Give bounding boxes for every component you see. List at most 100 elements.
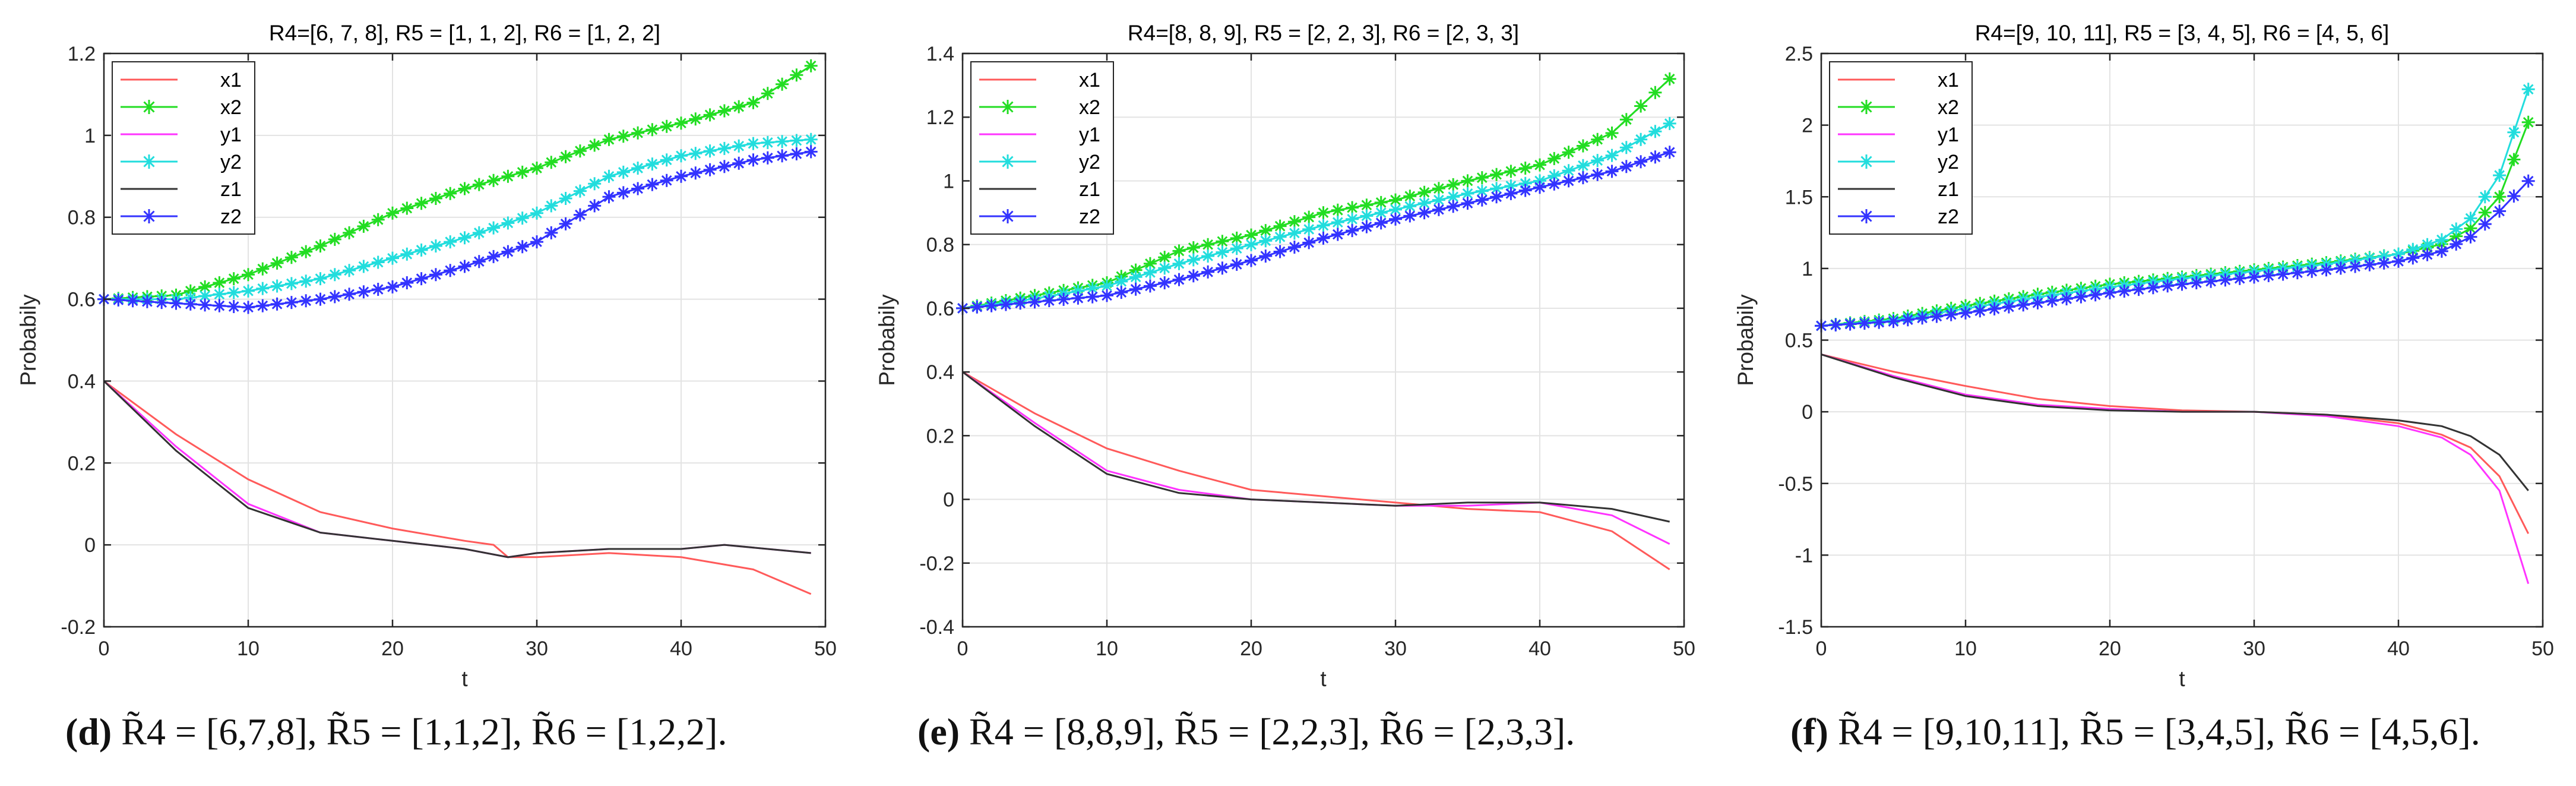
marker-z2 [2305, 264, 2319, 278]
x-tick-label: 30 [2243, 637, 2265, 660]
x-tick-label: 50 [1673, 637, 1695, 660]
marker-z2 [761, 151, 774, 165]
marker-y2 [2392, 247, 2405, 261]
legend-label: z2 [1079, 206, 1100, 228]
marker-x2 [1346, 201, 1359, 214]
marker-x2 [1230, 231, 1243, 245]
legend-item-z2: z2 [979, 206, 1100, 228]
legend-item-y1: y1 [121, 124, 242, 146]
marker-y2 [1562, 164, 1575, 178]
marker-x2 [1591, 132, 1605, 146]
marker-y2 [1432, 193, 1445, 207]
marker-y2 [2493, 169, 2507, 182]
marker-z2 [284, 296, 298, 310]
marker-z2 [2406, 251, 2420, 265]
marker-z2 [1648, 150, 1662, 164]
marker-z2 [1057, 292, 1071, 306]
marker-x2 [1648, 86, 1662, 99]
marker-y2 [616, 165, 630, 179]
axes-box [961, 52, 1685, 628]
marker-x2 [1158, 251, 1172, 264]
y-tick-label: 2.5 [1785, 43, 1813, 65]
series-line-z1 [962, 371, 1670, 523]
marker-y2 [559, 192, 572, 205]
marker-y2 [602, 169, 616, 183]
legend-marker [1001, 154, 1015, 169]
marker-y2 [631, 162, 645, 175]
y-tick-label: 0.2 [68, 452, 96, 475]
marker-z2 [689, 166, 702, 180]
x-tick-label: 50 [814, 637, 837, 660]
marker-z2 [790, 147, 803, 160]
legend-marker [142, 209, 156, 223]
marker-y2 [357, 260, 371, 273]
marker-z2 [1143, 279, 1157, 293]
marker-x2 [675, 116, 688, 130]
marker-y2 [804, 132, 818, 146]
legend-marker [1859, 209, 1874, 223]
marker-x2 [602, 132, 616, 146]
marker-z2 [400, 276, 414, 289]
marker-z2 [1857, 317, 1871, 330]
marker-x2 [1317, 206, 1330, 220]
marker-z2 [126, 294, 140, 308]
marker-x2 [2507, 153, 2521, 166]
marker-x2 [1172, 244, 1186, 258]
marker-x2 [1389, 193, 1402, 207]
x-tick-label: 30 [526, 637, 548, 660]
marker-x2 [314, 239, 327, 252]
marker-z2 [1916, 311, 1929, 325]
marker-x2 [1576, 139, 1590, 153]
marker-z2 [2464, 230, 2477, 244]
marker-y2 [414, 243, 428, 257]
marker-z2 [357, 285, 371, 299]
marker-z2 [2507, 190, 2521, 203]
marker-x2 [1186, 241, 1200, 254]
marker-x2 [429, 192, 442, 205]
marker-z2 [1619, 160, 1633, 173]
y-tick-label: -0.4 [919, 616, 954, 639]
x-tick-label: 10 [1096, 637, 1118, 660]
marker-y2 [545, 199, 558, 213]
marker-z2 [1014, 296, 1027, 310]
marker-x2 [1374, 195, 1388, 209]
marker-y2 [1417, 197, 1431, 210]
x-axis-label: t [1320, 667, 1327, 691]
marker-x2 [371, 213, 385, 226]
marker-z2 [2392, 254, 2405, 268]
marker-z2 [1216, 261, 1229, 275]
legend-item-x1: x1 [121, 69, 242, 91]
marker-z2 [183, 297, 197, 311]
marker-y2 [1548, 169, 1561, 182]
marker-z2 [2363, 258, 2376, 272]
marker-x2 [198, 280, 212, 293]
marker-z2 [1843, 317, 1857, 331]
marker-z2 [1071, 291, 1085, 305]
marker-x2 [717, 104, 731, 118]
legend-label: y2 [220, 151, 242, 173]
marker-y2 [1317, 219, 1330, 232]
marker-x2 [746, 96, 760, 109]
marker-y2 [1374, 206, 1388, 220]
marker-y2 [1634, 132, 1648, 146]
marker-x2 [328, 232, 341, 246]
marker-x2 [2450, 229, 2463, 243]
y-axis-label: Probabily [16, 294, 40, 386]
marker-y2 [1447, 190, 1460, 204]
legend-marker [1859, 100, 1874, 114]
marker-y2 [458, 231, 471, 245]
x-tick-label: 20 [2099, 637, 2121, 660]
marker-y2 [675, 149, 688, 163]
marker-y2 [1302, 222, 1316, 236]
legend-item-y2: y2 [979, 151, 1100, 173]
marker-x2 [414, 197, 428, 210]
marker-y2 [515, 212, 529, 225]
marker-z2 [371, 283, 385, 296]
marker-x2 [1417, 185, 1431, 199]
legend-marker [142, 154, 156, 169]
caption-letter: (f) [1790, 711, 1828, 753]
legend-label: y2 [1079, 151, 1100, 173]
ticks: 0 10 20 30 40 50-0.200.20.40.60.811.2 [61, 43, 837, 660]
legend-item-y2: y2 [1838, 151, 1959, 173]
marker-y2 [689, 147, 702, 160]
